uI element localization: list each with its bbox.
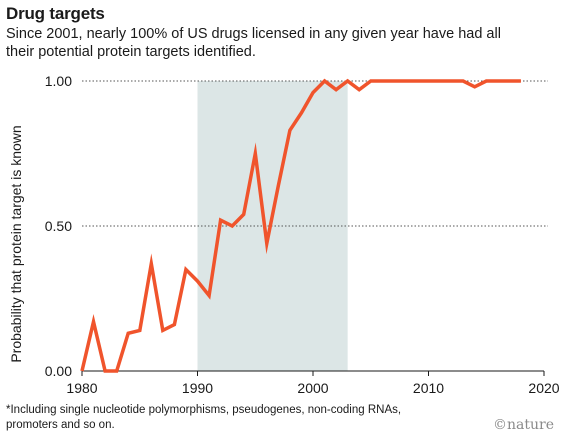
y-axis-label: Probability that protein target is known — [8, 125, 24, 362]
chart-title: Drug targets — [6, 4, 105, 23]
x-tick-label: 2020 — [528, 380, 559, 396]
y-tick-label: 0.00 — [45, 363, 72, 379]
nature-credit: ©nature — [493, 417, 554, 433]
line-chart: 0.00 0.50 1.00 1980 1990 2000 2010 2020 Probab… — [8, 73, 560, 396]
series-line-group — [80, 78, 521, 373]
y-tick-label: 0.50 — [45, 218, 72, 234]
y-tick-label: 1.00 — [45, 73, 72, 89]
y-tick-labels: 0.00 0.50 1.00 — [45, 73, 72, 379]
x-tick-label: 2000 — [297, 380, 328, 396]
x-tick-label: 1980 — [66, 380, 97, 396]
x-tick-labels: 1980 1990 2000 2010 2020 — [66, 371, 560, 396]
x-tick-label: 2010 — [413, 380, 444, 396]
x-tick-label: 1990 — [182, 380, 213, 396]
series-line — [80, 78, 521, 373]
gridlines — [82, 80, 548, 227]
chart-subtitle: Since 2001, nearly 100% of US drugs lice… — [6, 26, 501, 60]
footnote: *Including single nucleotide polymorphis… — [6, 404, 402, 431]
